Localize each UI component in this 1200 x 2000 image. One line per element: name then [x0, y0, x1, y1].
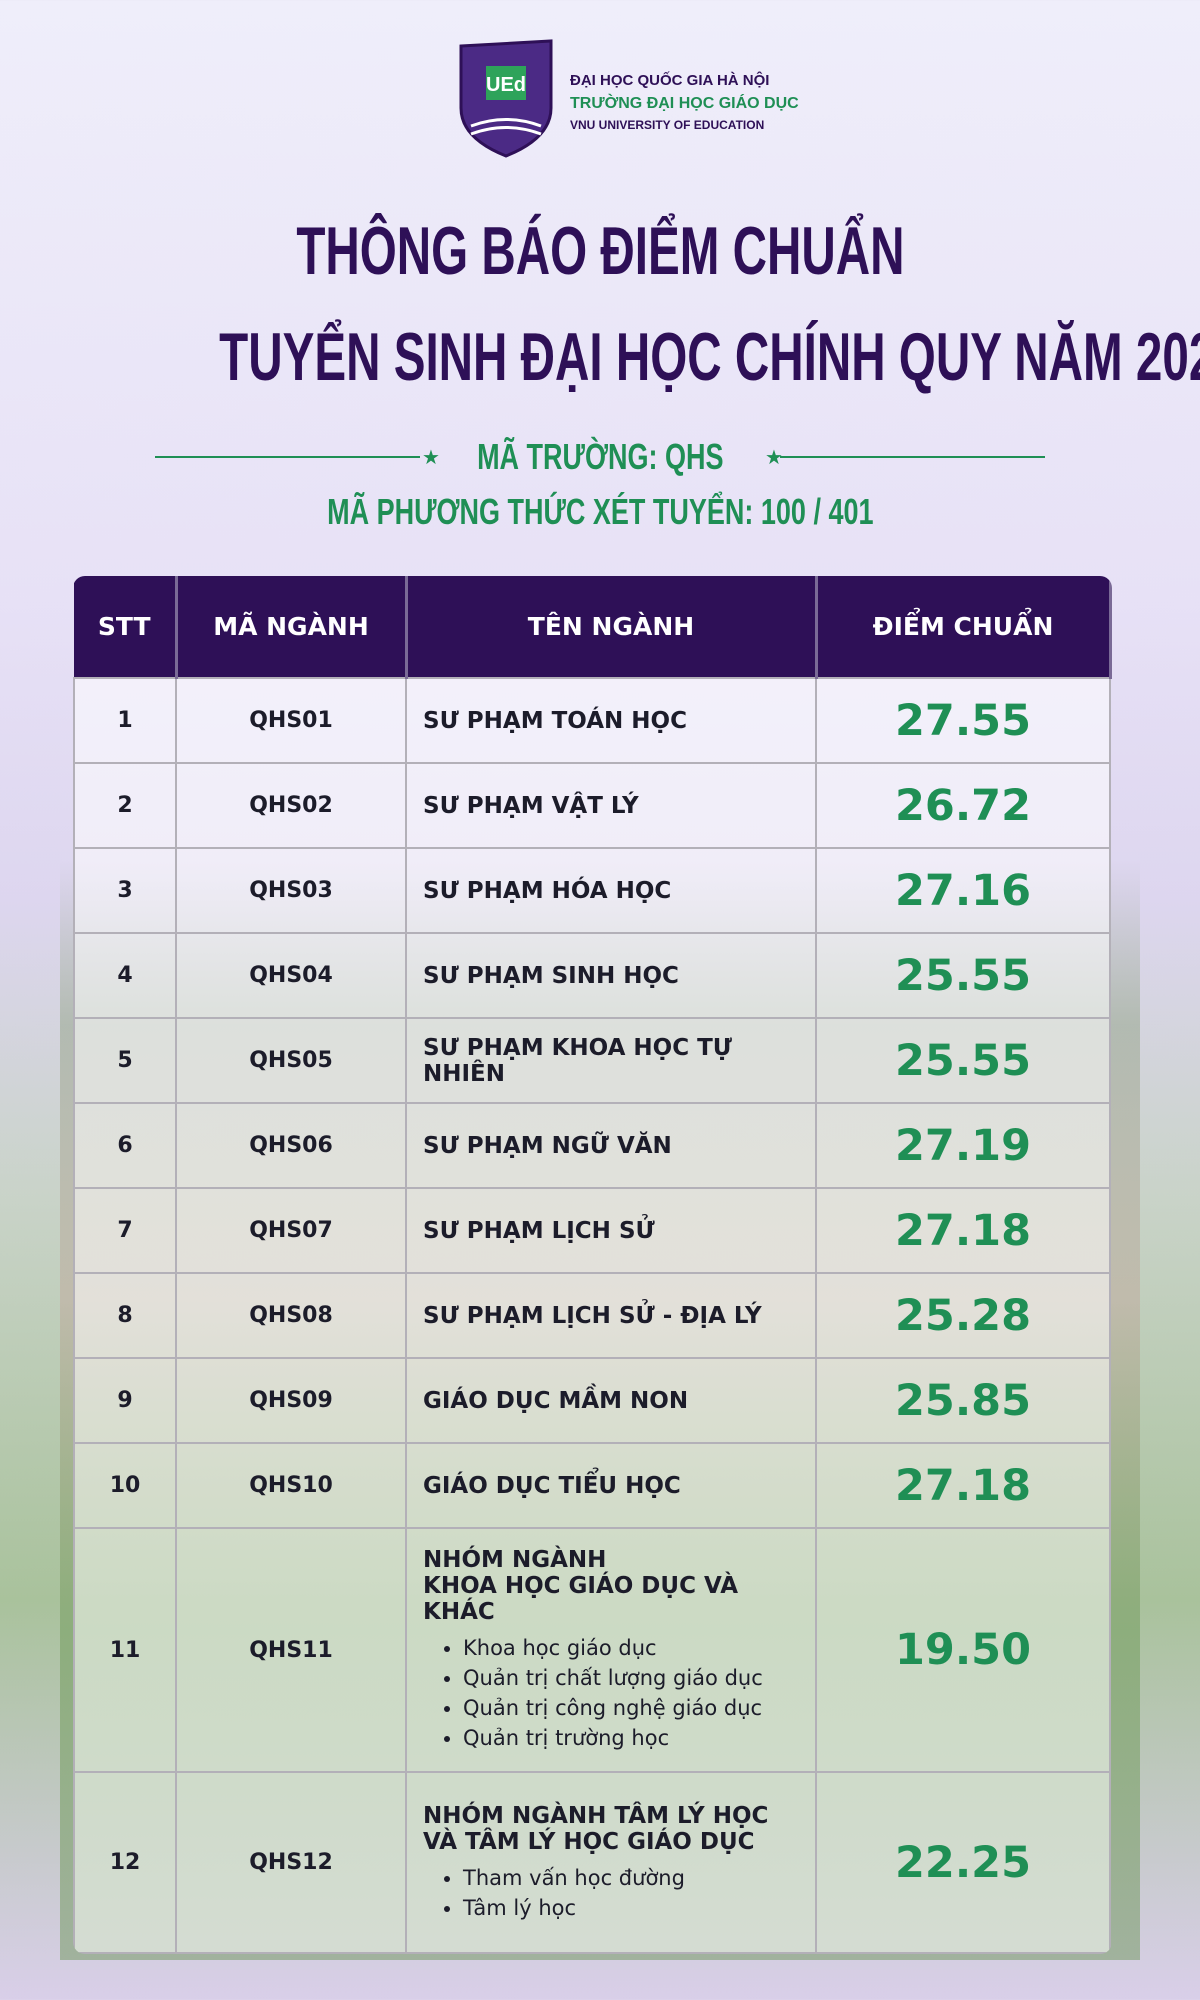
code-cell: QHS03 [175, 847, 407, 934]
school-name: TRƯỜNG ĐẠI HỌC GIÁO DỤC [570, 95, 799, 112]
stt-cell: 4 [73, 932, 177, 1019]
name-cell: SƯ PHẠM TOÁN HỌC [405, 677, 817, 764]
column-header: TÊN NGÀNH [406, 576, 818, 678]
name-cell: SƯ PHẠM LỊCH SỬ - ĐỊA LÝ [405, 1272, 817, 1359]
code-cell: QHS07 [175, 1187, 407, 1274]
table-row: 5 QHS05 SƯ PHẠM KHOA HỌC TỰ NHIÊN 25.55 [73, 1017, 1111, 1104]
divider: ★ ★ [155, 445, 1045, 469]
name-line: KHOA HỌC GIÁO DỤC VÀ KHÁC [423, 1573, 738, 1625]
name-cell: NHÓM NGÀNH TÂM LÝ HỌC VÀ TÂM LÝ HỌC GIÁO … [405, 1771, 817, 1954]
stt-cell: 7 [73, 1187, 177, 1274]
table-row: 8 QHS08 SƯ PHẠM LỊCH SỬ - ĐỊA LÝ 25.28 [73, 1272, 1111, 1359]
score-table: STT MÃ NGÀNH TÊN NGÀNH ĐIỂM CHUẨN 1 QHS01 SƯ … [73, 576, 1112, 1954]
university: ĐẠI HỌC QUỐC GIA HÀ NỘI [570, 72, 770, 89]
title-line: TUYỂN SINH ĐẠI HỌC CHÍNH QUY NĂM 2026 [0, 317, 1200, 397]
sub-item: Khoa học giáo dục [463, 1633, 814, 1663]
stt-cell: 10 [73, 1442, 177, 1529]
name-line: NHÓM NGÀNH [423, 1547, 607, 1573]
title-text: THÔNG BÁO ĐIỂM CHUẨN [295, 213, 905, 289]
stt-cell: 2 [73, 762, 177, 849]
code-cell: QHS06 [175, 1102, 407, 1189]
code-cell: QHS04 [175, 932, 407, 1019]
table-row: 10 QHS10 GIÁO DỤC TIỂU HỌC 27.18 [73, 1442, 1111, 1529]
table-body: 1 QHS01 SƯ PHẠM TOÁN HỌC 27.55 2 QHS02 SƯ PHẠM… [73, 677, 1111, 1954]
stt-cell: 6 [73, 1102, 177, 1189]
name-cell: SƯ PHẠM VẬT LÝ [405, 762, 817, 849]
code-cell: QHS10 [175, 1442, 407, 1529]
stt-cell: 9 [73, 1357, 177, 1444]
score-cell: 27.16 [815, 847, 1111, 934]
sub-item: Tham vấn học đường [463, 1863, 814, 1893]
table-row: 7 QHS07 SƯ PHẠM LỊCH SỬ 27.18 [73, 1187, 1111, 1274]
name-line: VÀ TÂM LÝ HỌC GIÁO DỤC [423, 1828, 755, 1855]
name-cell: SƯ PHẠM SINH HỌC [405, 932, 817, 1019]
svg-text:★: ★ [765, 445, 783, 469]
method-code-text: MÃ PHƯƠNG THỨC XÉT TUYỂN: 100 / 401 [326, 491, 874, 532]
column-header: ĐIỂM CHUẨN [816, 576, 1112, 678]
stt-cell: 11 [73, 1527, 177, 1773]
title-line: THÔNG BÁO ĐIỂM CHUẨN [0, 211, 1200, 291]
school-name-en: VNU UNIVERSITY OF EDUCATION [570, 118, 765, 132]
stt-cell: 3 [73, 847, 177, 934]
score-cell: 22.25 [815, 1771, 1111, 1954]
code-cell: QHS01 [175, 677, 407, 764]
school-code: MÃ TRƯỜNG: QHS [0, 435, 1200, 479]
sub-list: Tham vấn học đườngTâm lý học [423, 1863, 814, 1923]
stt-cell: 12 [73, 1771, 177, 1954]
score-cell: 25.55 [815, 1017, 1111, 1104]
table-row: 4 QHS04 SƯ PHẠM SINH HỌC 25.55 [73, 932, 1111, 1019]
sub-item: Tâm lý học [463, 1893, 814, 1923]
sub-item: Quản trị trường học [463, 1723, 814, 1753]
column-header: MÃ NGÀNH [176, 576, 408, 678]
name-cell: SƯ PHẠM KHOA HỌC TỰ NHIÊN [405, 1017, 817, 1104]
table-row: 9 QHS09 GIÁO DỤC MẦM NON 25.85 [73, 1357, 1111, 1444]
table-row: 6 QHS06 SƯ PHẠM NGỮ VĂN 27.19 [73, 1102, 1111, 1189]
table-row: 3 QHS03 SƯ PHẠM HÓA HỌC 27.16 [73, 847, 1111, 934]
name-cell: SƯ PHẠM HÓA HỌC [405, 847, 817, 934]
name-cell: GIÁO DỤC TIỂU HỌC [405, 1442, 817, 1529]
stt-cell: 8 [73, 1272, 177, 1359]
score-cell: 27.18 [815, 1442, 1111, 1529]
school-code-text: MÃ TRƯỜNG: QHS [476, 436, 724, 477]
code-cell: QHS09 [175, 1357, 407, 1444]
sub-list: Khoa học giáo dụcQuản trị chất lượng giá… [423, 1633, 814, 1753]
table-row: 2 QHS02 SƯ PHẠM VẬT LÝ 26.72 [73, 762, 1111, 849]
logo-text: UEd [486, 74, 526, 96]
name-line: NHÓM NGÀNH TÂM LÝ HỌC [423, 1802, 769, 1829]
score-cell: 26.72 [815, 762, 1111, 849]
score-cell: 25.28 [815, 1272, 1111, 1359]
name-cell: SƯ PHẠM LỊCH SỬ [405, 1187, 817, 1274]
code-cell: QHS02 [175, 762, 407, 849]
code-cell: QHS05 [175, 1017, 407, 1104]
header-row: STT MÃ NGÀNH TÊN NGÀNH ĐIỂM CHUẨN [74, 576, 1112, 678]
logo: UEd [459, 39, 553, 158]
score-cell: 25.85 [815, 1357, 1111, 1444]
score-cell: 25.55 [815, 932, 1111, 1019]
code-cell: QHS12 [175, 1771, 407, 1954]
sub-item: Quản trị chất lượng giáo dục [463, 1663, 814, 1693]
method-code: MÃ PHƯƠNG THỨC XÉT TUYỂN: 100 / 401 [0, 490, 1200, 534]
code-cell: QHS08 [175, 1272, 407, 1359]
stt-cell: 5 [73, 1017, 177, 1104]
score-cell: 27.19 [815, 1102, 1111, 1189]
name-cell: SƯ PHẠM NGỮ VĂN [405, 1102, 817, 1189]
stt-cell: 1 [73, 677, 177, 764]
table-row: 1 QHS01 SƯ PHẠM TOÁN HỌC 27.55 [73, 677, 1111, 764]
name-cell: GIÁO DỤC MẦM NON [405, 1357, 817, 1444]
table-row: 11 QHS11 NHÓM NGÀNH KHOA HỌC GIÁO DỤC VÀ KH… [73, 1527, 1111, 1773]
column-header: STT [74, 576, 178, 678]
table-row: 12 QHS12 NHÓM NGÀNH TÂM LÝ HỌC VÀ TÂM LÝ HỌ… [73, 1771, 1111, 1954]
title-text: TUYỂN SINH ĐẠI HỌC CHÍNH QUY NĂM 2026 [219, 319, 1200, 395]
score-cell: 27.18 [815, 1187, 1111, 1274]
code-cell: QHS11 [175, 1527, 407, 1773]
score-cell: 19.50 [815, 1527, 1111, 1773]
sub-item: Quản trị công nghệ giáo dục [463, 1693, 814, 1723]
svg-text:★: ★ [422, 445, 440, 469]
score-cell: 27.55 [815, 677, 1111, 764]
